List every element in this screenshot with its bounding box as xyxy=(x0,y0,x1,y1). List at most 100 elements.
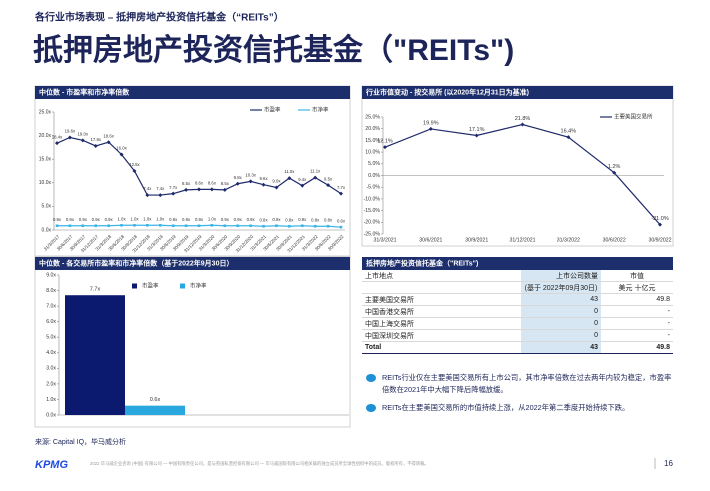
point-marker xyxy=(146,223,149,227)
bullet: REITs行业仅在主要美国交易所有上市公司，其市净率倍数在过去两年内较为稳定，市… xyxy=(366,372,676,396)
y-tick-label: 5.0x xyxy=(42,204,52,210)
subheader-cell: 美元 十亿元 xyxy=(601,281,673,294)
bullet: REITs在主要美国交易所的市值持续上涨，从2022年第二季度开始持续下跌。 xyxy=(366,402,676,414)
data-label: 18.6x xyxy=(103,133,114,138)
data-label: 19.9% xyxy=(423,120,439,126)
slide-title: 抵押房地产投资信托基金（"REITs") xyxy=(33,33,514,67)
table-row: 中国深圳交易所 0- xyxy=(362,329,673,342)
y-tick-label: 10.0% xyxy=(365,149,380,155)
data-label: 9.0x xyxy=(272,179,281,184)
table-cell: 0 xyxy=(521,329,601,342)
data-label: 0.8x xyxy=(285,217,294,222)
point-marker xyxy=(223,224,227,228)
data-label: 11.0x xyxy=(284,169,295,174)
bullet-icon xyxy=(366,374,376,382)
y-tick-label: 5.0% xyxy=(368,161,380,167)
x-tick-label: 31/3/2021 xyxy=(373,237,396,243)
data-label: 0.9x xyxy=(79,217,88,222)
x-tick-label: 31/3/2022 xyxy=(557,237,580,243)
y-tick-label: 7.0x xyxy=(46,303,56,309)
y-tick-label: 25.0% xyxy=(365,114,380,120)
y-tick-label: 9.0x xyxy=(46,272,56,278)
data-label: 10.3x xyxy=(245,173,256,178)
table-cell: - xyxy=(601,305,673,318)
y-tick-label: 4.0x xyxy=(46,350,56,356)
table-cell: 0 xyxy=(521,305,601,318)
y-tick-label: -15.0% xyxy=(364,208,381,214)
data-label: 16.4% xyxy=(561,129,577,135)
source: 来源: Capital IQ，毕马威分析 xyxy=(35,437,126,446)
data-label: -21.0% xyxy=(651,216,669,222)
point-marker xyxy=(248,179,253,184)
data-label: 1.0x xyxy=(143,216,152,221)
table-cell: 中国香港交易所 xyxy=(362,305,521,318)
bar xyxy=(65,295,125,415)
point-marker xyxy=(287,176,292,181)
data-label: 0.9x xyxy=(92,217,101,222)
point-marker xyxy=(236,224,240,228)
data-label: 11.1x xyxy=(310,169,321,174)
panel-header xyxy=(362,86,673,99)
bullet-text: REITs在主要美国交易所的市值持续上涨，从2022年第二季度开始持续下跌。 xyxy=(382,403,630,412)
data-label: 16.0x xyxy=(116,146,127,151)
point-marker xyxy=(275,224,278,228)
point-marker xyxy=(93,143,98,148)
data-label: 8.5x xyxy=(182,181,191,186)
data-label: 9.8x xyxy=(234,175,243,180)
data-label: 17.8x xyxy=(90,137,101,142)
data-label: 1.0x xyxy=(117,216,126,221)
data-label: 8.6x xyxy=(208,181,217,186)
legend-swatch xyxy=(132,283,137,289)
x-tick-label: 30/9/2022 xyxy=(648,237,671,243)
point-marker xyxy=(428,126,433,131)
y-tick-label: 15.0x xyxy=(39,157,52,163)
table-cell: - xyxy=(601,317,673,330)
point-marker xyxy=(288,224,291,228)
data-label: 0.8x xyxy=(311,217,320,222)
y-tick-label: 0.0x xyxy=(46,412,56,418)
point-marker xyxy=(68,224,72,228)
panel-header xyxy=(35,257,350,270)
y-tick-label: 25.0x xyxy=(39,109,52,115)
point-marker xyxy=(210,223,214,227)
data-label: 0.9x xyxy=(247,217,256,222)
y-tick-label: -10.0% xyxy=(364,196,381,202)
point-marker xyxy=(120,223,123,227)
point-marker xyxy=(274,185,279,190)
y-tick-label: -20.0% xyxy=(364,220,381,226)
table-cell: - xyxy=(601,329,673,342)
empty-cell xyxy=(362,281,521,294)
panel-header xyxy=(362,257,673,270)
panel xyxy=(361,85,674,247)
table-cell: 49.8 xyxy=(601,293,673,306)
data-label: 0.9x xyxy=(234,217,243,222)
data-label: 9.6x xyxy=(259,176,268,181)
point-marker xyxy=(184,187,189,192)
bullet-text: REITs行业仅在主要美国交易所有上市公司，其市净率倍数在过去两年内较为稳定，市… xyxy=(382,373,672,394)
y-tick-label: 20.0x xyxy=(39,133,52,139)
y-tick-label: 0.0% xyxy=(368,173,380,179)
data-label: 7.4x xyxy=(156,186,165,191)
bullet-icon xyxy=(366,404,376,412)
point-marker xyxy=(94,224,98,228)
data-label: 7.4x xyxy=(143,186,152,191)
point-marker xyxy=(261,182,266,187)
table-subheader: (基于 2022年09月30日) 美元 十亿元 xyxy=(362,281,673,294)
point-marker xyxy=(339,191,343,196)
data-label: 7.7x xyxy=(169,185,178,190)
data-label: 0.9x xyxy=(66,217,75,222)
y-tick-label: 15.0% xyxy=(365,138,380,144)
data-label: 12.5x xyxy=(129,162,140,167)
point-marker xyxy=(222,187,227,192)
point-marker xyxy=(133,223,136,227)
data-label: 0.9x xyxy=(272,217,281,222)
legend-label: 主要美国交易所 xyxy=(614,112,653,120)
point-marker xyxy=(566,135,571,140)
point-marker xyxy=(119,152,124,157)
header-cell: 上市公司数量 xyxy=(521,270,601,282)
chart-title: 中位数 - 市盈率和市净率倍数 xyxy=(39,87,130,96)
legend-label: 市盈率 xyxy=(264,105,281,113)
subheader-cell: (基于 2022年09月30日) xyxy=(521,281,601,294)
data-label: 0.6x xyxy=(337,218,346,223)
table-cell: 43 xyxy=(521,293,601,306)
